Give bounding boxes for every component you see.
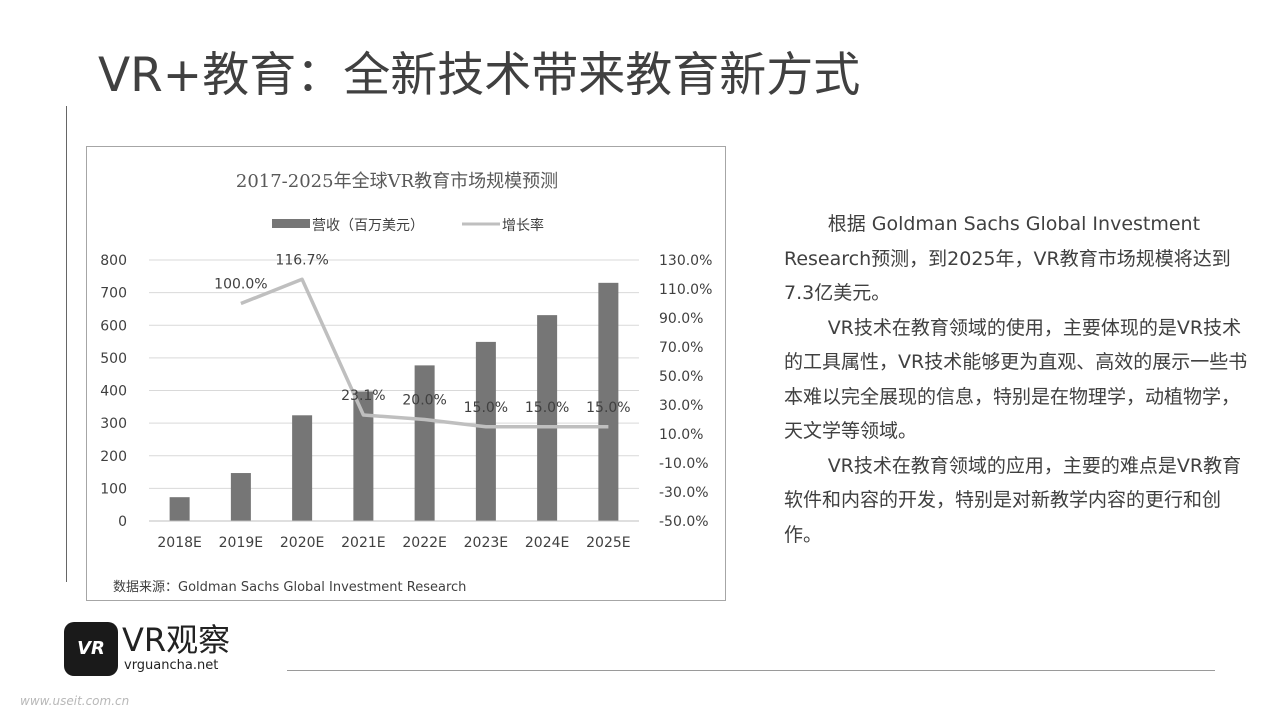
x-axis-tick-label: 2020E	[280, 535, 324, 551]
right-axis-tick-label: 90.0%	[659, 311, 703, 327]
growth-rate-line	[240, 277, 609, 429]
legend: 营收（百万美元） 增长率	[272, 217, 544, 234]
chart-svg: 2017-2025年全球VR教育市场规模预测 营收（百万美元） 增长率 0 100…	[100, 171, 712, 551]
x-axis-tick-label: 2022E	[402, 535, 446, 551]
decorative-vertical-line	[66, 106, 67, 582]
legend-label-growth: 增长率	[502, 217, 544, 234]
chart-frame: 2017-2025年全球VR教育市场规模预测 营收（百万美元） 增长率 0 100…	[86, 146, 726, 601]
description-text: 根据 Goldman Sachs Global Investment Resea…	[784, 207, 1254, 552]
right-axis-tick-label: 30.0%	[659, 398, 703, 414]
description-paragraph-1: 根据 Goldman Sachs Global Investment Resea…	[784, 213, 1231, 304]
legend-bar-swatch	[272, 219, 310, 228]
right-axis-tick-label: 70.0%	[659, 340, 703, 356]
left-axis-tick-label: 0	[118, 514, 127, 530]
watermark: www.useit.com.cn	[20, 694, 130, 708]
left-axis-tick-label: 800	[100, 253, 127, 269]
growth-rate-data-label: 100.0%	[214, 277, 267, 293]
description-paragraph-3: VR技术在教育领域的应用，主要的难点是VR教育软件和内容的开发，特别是对新教学内…	[784, 454, 1242, 546]
left-axis-tick-label: 300	[100, 416, 127, 432]
growth-rate-data-label: 20.0%	[402, 393, 446, 409]
page-title: VR+教育：全新技术带来教育新方式	[98, 48, 861, 103]
left-axis-tick-label: 400	[100, 384, 127, 400]
description-paragraph-2: VR技术在教育领域的使用，主要体现的是VR技术的工具属性，VR技术能够更为直观、…	[784, 316, 1248, 443]
x-axis-tick-label: 2023E	[464, 535, 508, 551]
right-axis: -50.0% -30.0% -10.0% 10.0% 30.0% 50.0% 70.0% 90…	[659, 253, 712, 530]
right-axis-tick-label: -30.0%	[659, 485, 709, 501]
chart-title: 2017-2025年全球VR教育市场规模预测	[236, 171, 558, 192]
growth-rate-data-label: 15.0%	[586, 400, 630, 416]
chart-source-note: 数据来源：Goldman Sachs Global Investment Res…	[113, 580, 467, 595]
brand-logo: VR VR观察 vrguancha.net	[64, 622, 254, 682]
x-axis-tick-label: 2024E	[525, 535, 569, 551]
gridlines	[149, 259, 639, 522]
revenue-bar	[537, 315, 558, 521]
logo-badge-icon: VR	[64, 622, 118, 676]
growth-rate-data-label: 15.0%	[525, 400, 569, 416]
logo-url: vrguancha.net	[124, 658, 219, 673]
growth-line-series	[240, 277, 609, 429]
right-axis-tick-label: 110.0%	[659, 282, 712, 298]
left-axis-tick-label: 200	[100, 449, 127, 465]
growth-rate-data-label: 116.7%	[275, 252, 328, 268]
x-axis-tick-label: 2019E	[219, 535, 263, 551]
revenue-bar	[169, 497, 190, 521]
logo-name: VR观察	[122, 621, 231, 659]
right-axis-tick-label: 50.0%	[659, 369, 703, 385]
x-axis-tick-label: 2025E	[586, 535, 630, 551]
right-axis-tick-label: 130.0%	[659, 253, 712, 269]
bottom-divider	[287, 670, 1215, 671]
growth-rate-data-label: 15.0%	[464, 400, 508, 416]
revenue-bar	[230, 473, 251, 521]
legend-label-revenue: 营收（百万美元）	[312, 218, 424, 234]
data-labels: 100.0% 116.7% 23.1% 20.0% 15.0% 15.0% 15.0%	[214, 252, 630, 415]
left-axis: 0 100 200 300 400 500 600 700 800	[100, 253, 127, 530]
left-axis-tick-label: 600	[100, 318, 127, 334]
x-axis-tick-label: 2018E	[157, 535, 201, 551]
revenue-bar	[414, 365, 435, 521]
left-axis-tick-label: 700	[100, 286, 127, 302]
revenue-bar	[292, 415, 313, 521]
right-axis-tick-label: -10.0%	[659, 456, 709, 472]
revenue-bar	[598, 282, 619, 521]
x-axis: 2018E 2019E 2020E 2021E 2022E 2023E 2024E 2025E	[149, 520, 639, 551]
right-axis-tick-label: -50.0%	[659, 514, 709, 530]
left-axis-tick-label: 500	[100, 351, 127, 367]
left-axis-tick-label: 100	[100, 481, 127, 497]
bar-series	[169, 282, 619, 521]
revenue-bar	[475, 341, 496, 521]
x-axis-tick-label: 2021E	[341, 535, 385, 551]
right-axis-tick-label: 10.0%	[659, 427, 703, 443]
revenue-bar	[353, 391, 374, 521]
growth-rate-data-label: 23.1%	[341, 388, 385, 404]
